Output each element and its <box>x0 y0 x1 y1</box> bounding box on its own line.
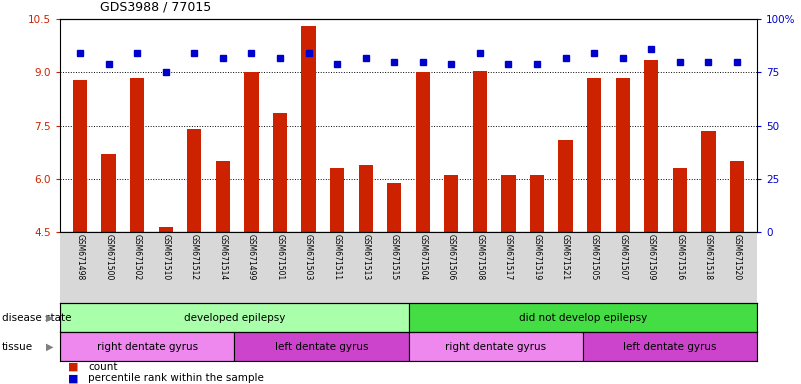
Text: GSM671518: GSM671518 <box>704 234 713 280</box>
Bar <box>330 169 344 232</box>
Text: GSM671502: GSM671502 <box>133 234 142 280</box>
Bar <box>215 161 230 232</box>
Text: tissue: tissue <box>2 341 33 352</box>
Bar <box>616 78 630 232</box>
Text: GSM671516: GSM671516 <box>675 234 684 280</box>
Text: GSM671500: GSM671500 <box>104 234 113 280</box>
Text: right dentate gyrus: right dentate gyrus <box>445 341 546 352</box>
Bar <box>558 140 573 232</box>
Bar <box>473 71 487 232</box>
Bar <box>159 227 173 232</box>
Text: GSM671509: GSM671509 <box>646 234 656 280</box>
Text: GSM671508: GSM671508 <box>476 234 485 280</box>
Text: GSM671513: GSM671513 <box>361 234 370 280</box>
Bar <box>387 183 401 232</box>
Bar <box>701 131 715 232</box>
Text: developed epilepsy: developed epilepsy <box>183 313 285 323</box>
Text: GSM671514: GSM671514 <box>219 234 227 280</box>
Bar <box>244 73 259 232</box>
Text: ▶: ▶ <box>46 313 54 323</box>
Text: percentile rank within the sample: percentile rank within the sample <box>88 373 264 383</box>
Text: GDS3988 / 77015: GDS3988 / 77015 <box>100 0 211 13</box>
Text: count: count <box>88 362 118 372</box>
Bar <box>234 332 409 361</box>
Bar <box>501 175 516 232</box>
Text: left dentate gyrus: left dentate gyrus <box>623 341 717 352</box>
Text: left dentate gyrus: left dentate gyrus <box>275 341 368 352</box>
Bar <box>530 175 544 232</box>
Text: GSM671506: GSM671506 <box>447 234 456 280</box>
Text: did not develop epilepsy: did not develop epilepsy <box>518 313 647 323</box>
Text: disease state: disease state <box>2 313 71 323</box>
Bar <box>359 165 372 232</box>
Text: ■: ■ <box>68 362 78 372</box>
Bar <box>102 154 116 232</box>
Text: GSM671510: GSM671510 <box>161 234 171 280</box>
Text: GSM671515: GSM671515 <box>390 234 399 280</box>
Text: ▶: ▶ <box>46 341 54 352</box>
Bar <box>445 175 458 232</box>
Text: GSM671520: GSM671520 <box>732 234 742 280</box>
Text: GSM671517: GSM671517 <box>504 234 513 280</box>
Bar <box>130 78 144 232</box>
Bar <box>587 78 602 232</box>
Text: GSM671505: GSM671505 <box>590 234 598 280</box>
Text: GSM671503: GSM671503 <box>304 234 313 280</box>
Bar <box>301 26 316 232</box>
Bar <box>582 332 757 361</box>
Text: GSM671499: GSM671499 <box>247 234 256 280</box>
Text: right dentate gyrus: right dentate gyrus <box>97 341 198 352</box>
Bar <box>73 79 87 232</box>
Text: GSM671512: GSM671512 <box>190 234 199 280</box>
Text: GSM671521: GSM671521 <box>561 234 570 280</box>
Bar <box>673 169 687 232</box>
Bar <box>409 303 757 332</box>
Bar <box>409 332 582 361</box>
Text: GSM671511: GSM671511 <box>332 234 341 280</box>
Text: GSM671507: GSM671507 <box>618 234 627 280</box>
Bar <box>60 303 409 332</box>
Text: GSM671498: GSM671498 <box>75 234 85 280</box>
Bar <box>60 332 234 361</box>
Text: GSM671519: GSM671519 <box>533 234 541 280</box>
Text: GSM671501: GSM671501 <box>276 234 284 280</box>
Text: ■: ■ <box>68 373 78 383</box>
Text: GSM671504: GSM671504 <box>418 234 427 280</box>
Bar <box>273 113 287 232</box>
Bar <box>644 60 658 232</box>
Bar <box>187 129 201 232</box>
Bar <box>416 73 430 232</box>
Bar <box>730 161 744 232</box>
